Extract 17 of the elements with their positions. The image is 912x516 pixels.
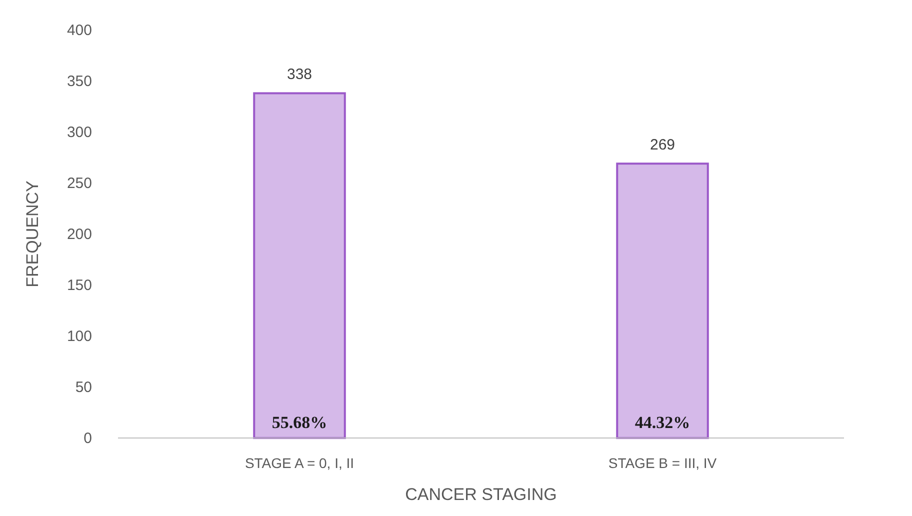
y-tick-label: 400 [66,22,92,39]
y-tick-label: 100 [66,328,92,345]
y-axis-title: FREQUENCY [23,180,42,288]
y-tick-label: 200 [66,226,92,243]
y-tick-label: 300 [66,124,92,141]
y-tick-label: 0 [84,430,92,447]
x-axis-title: CANCER STAGING [405,485,557,504]
y-tick-label: 350 [66,73,92,90]
x-tick-label: STAGE B = III, IV [608,455,718,471]
x-tick-label: STAGE A = 0, I, II [244,455,354,471]
y-tick-label: 250 [66,175,92,192]
y-tick-label: 50 [75,379,92,396]
data-label: 338 [286,66,312,84]
data-label: 269 [650,136,676,154]
annotation: 55.68% [272,413,328,432]
y-tick-label: 150 [66,277,92,294]
annotation: 44.32% [634,413,690,432]
